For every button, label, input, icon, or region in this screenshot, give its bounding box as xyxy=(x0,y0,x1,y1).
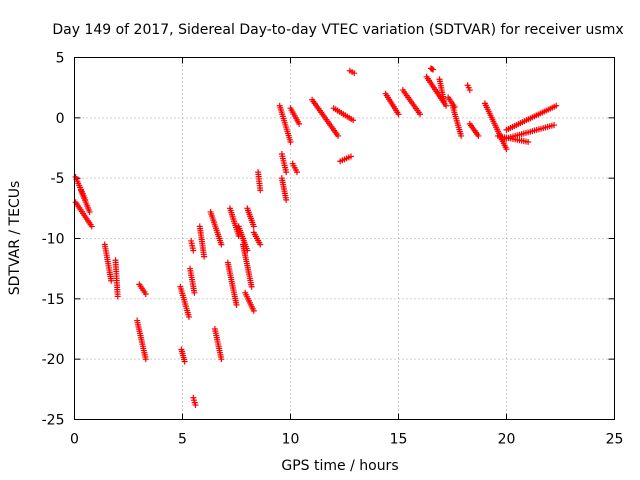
y-tick-label: 5 xyxy=(56,51,65,67)
x-tick-label: 0 xyxy=(70,432,79,448)
data-point xyxy=(108,277,115,284)
data-point xyxy=(475,132,482,139)
y-axis-label: SDTVAR / TECUs xyxy=(7,181,23,296)
data-point xyxy=(395,111,402,118)
y-tick-label: -20 xyxy=(42,352,65,368)
data-point xyxy=(250,307,257,314)
x-tick-label: 10 xyxy=(282,432,300,448)
x-tick-label: 5 xyxy=(178,432,187,448)
data-point xyxy=(503,146,510,153)
data-point xyxy=(440,97,447,104)
data-point xyxy=(191,289,198,296)
data-point xyxy=(466,87,473,94)
data-point xyxy=(257,241,264,248)
data-point xyxy=(257,187,264,194)
data-point xyxy=(347,153,354,160)
plot-frame xyxy=(74,57,615,420)
data-point xyxy=(417,111,424,118)
grid-layer xyxy=(74,57,615,420)
data-point xyxy=(233,301,240,308)
data-point xyxy=(443,102,450,109)
data-point xyxy=(553,102,560,109)
data-point xyxy=(351,70,358,77)
data-point xyxy=(525,138,532,145)
data-point xyxy=(283,196,290,203)
data-point xyxy=(248,283,255,290)
data-point xyxy=(458,132,465,139)
x-tick-label: 25 xyxy=(606,432,624,448)
y-tick-label: -15 xyxy=(42,292,65,308)
x-tick-label: 15 xyxy=(390,432,408,448)
data-point xyxy=(283,169,290,176)
data-point xyxy=(190,247,197,254)
data-point xyxy=(250,223,257,230)
data-point xyxy=(350,117,357,124)
data-point xyxy=(86,208,93,215)
data-point xyxy=(218,241,225,248)
data-points xyxy=(72,65,560,409)
y-tick-label: -5 xyxy=(51,171,65,187)
data-point xyxy=(142,291,149,298)
y-tick-label: 0 xyxy=(56,111,65,127)
data-point xyxy=(185,313,192,320)
data-point xyxy=(88,223,95,230)
data-point xyxy=(114,293,121,300)
data-point xyxy=(142,356,149,363)
data-point xyxy=(181,358,188,365)
data-point xyxy=(551,122,558,129)
data-point xyxy=(218,356,225,363)
x-tick-label: 20 xyxy=(498,432,516,448)
data-point xyxy=(201,253,208,260)
data-point xyxy=(428,65,435,72)
data-point xyxy=(293,169,300,176)
axis-layer: 0 5 10 15 20 25 -25 -20 -15 -10 -5 0 5 xyxy=(42,51,624,448)
data-point xyxy=(296,120,303,127)
y-tick-label: -25 xyxy=(42,413,65,429)
data-point xyxy=(335,132,342,139)
data-point xyxy=(287,138,294,145)
data-point xyxy=(430,66,437,73)
data-point xyxy=(192,402,199,409)
x-axis-label: GPS time / hours xyxy=(281,458,398,474)
y-tick-label: -10 xyxy=(42,232,65,248)
chart-title: Day 149 of 2017, Sidereal Day-to-day VTE… xyxy=(52,22,623,38)
